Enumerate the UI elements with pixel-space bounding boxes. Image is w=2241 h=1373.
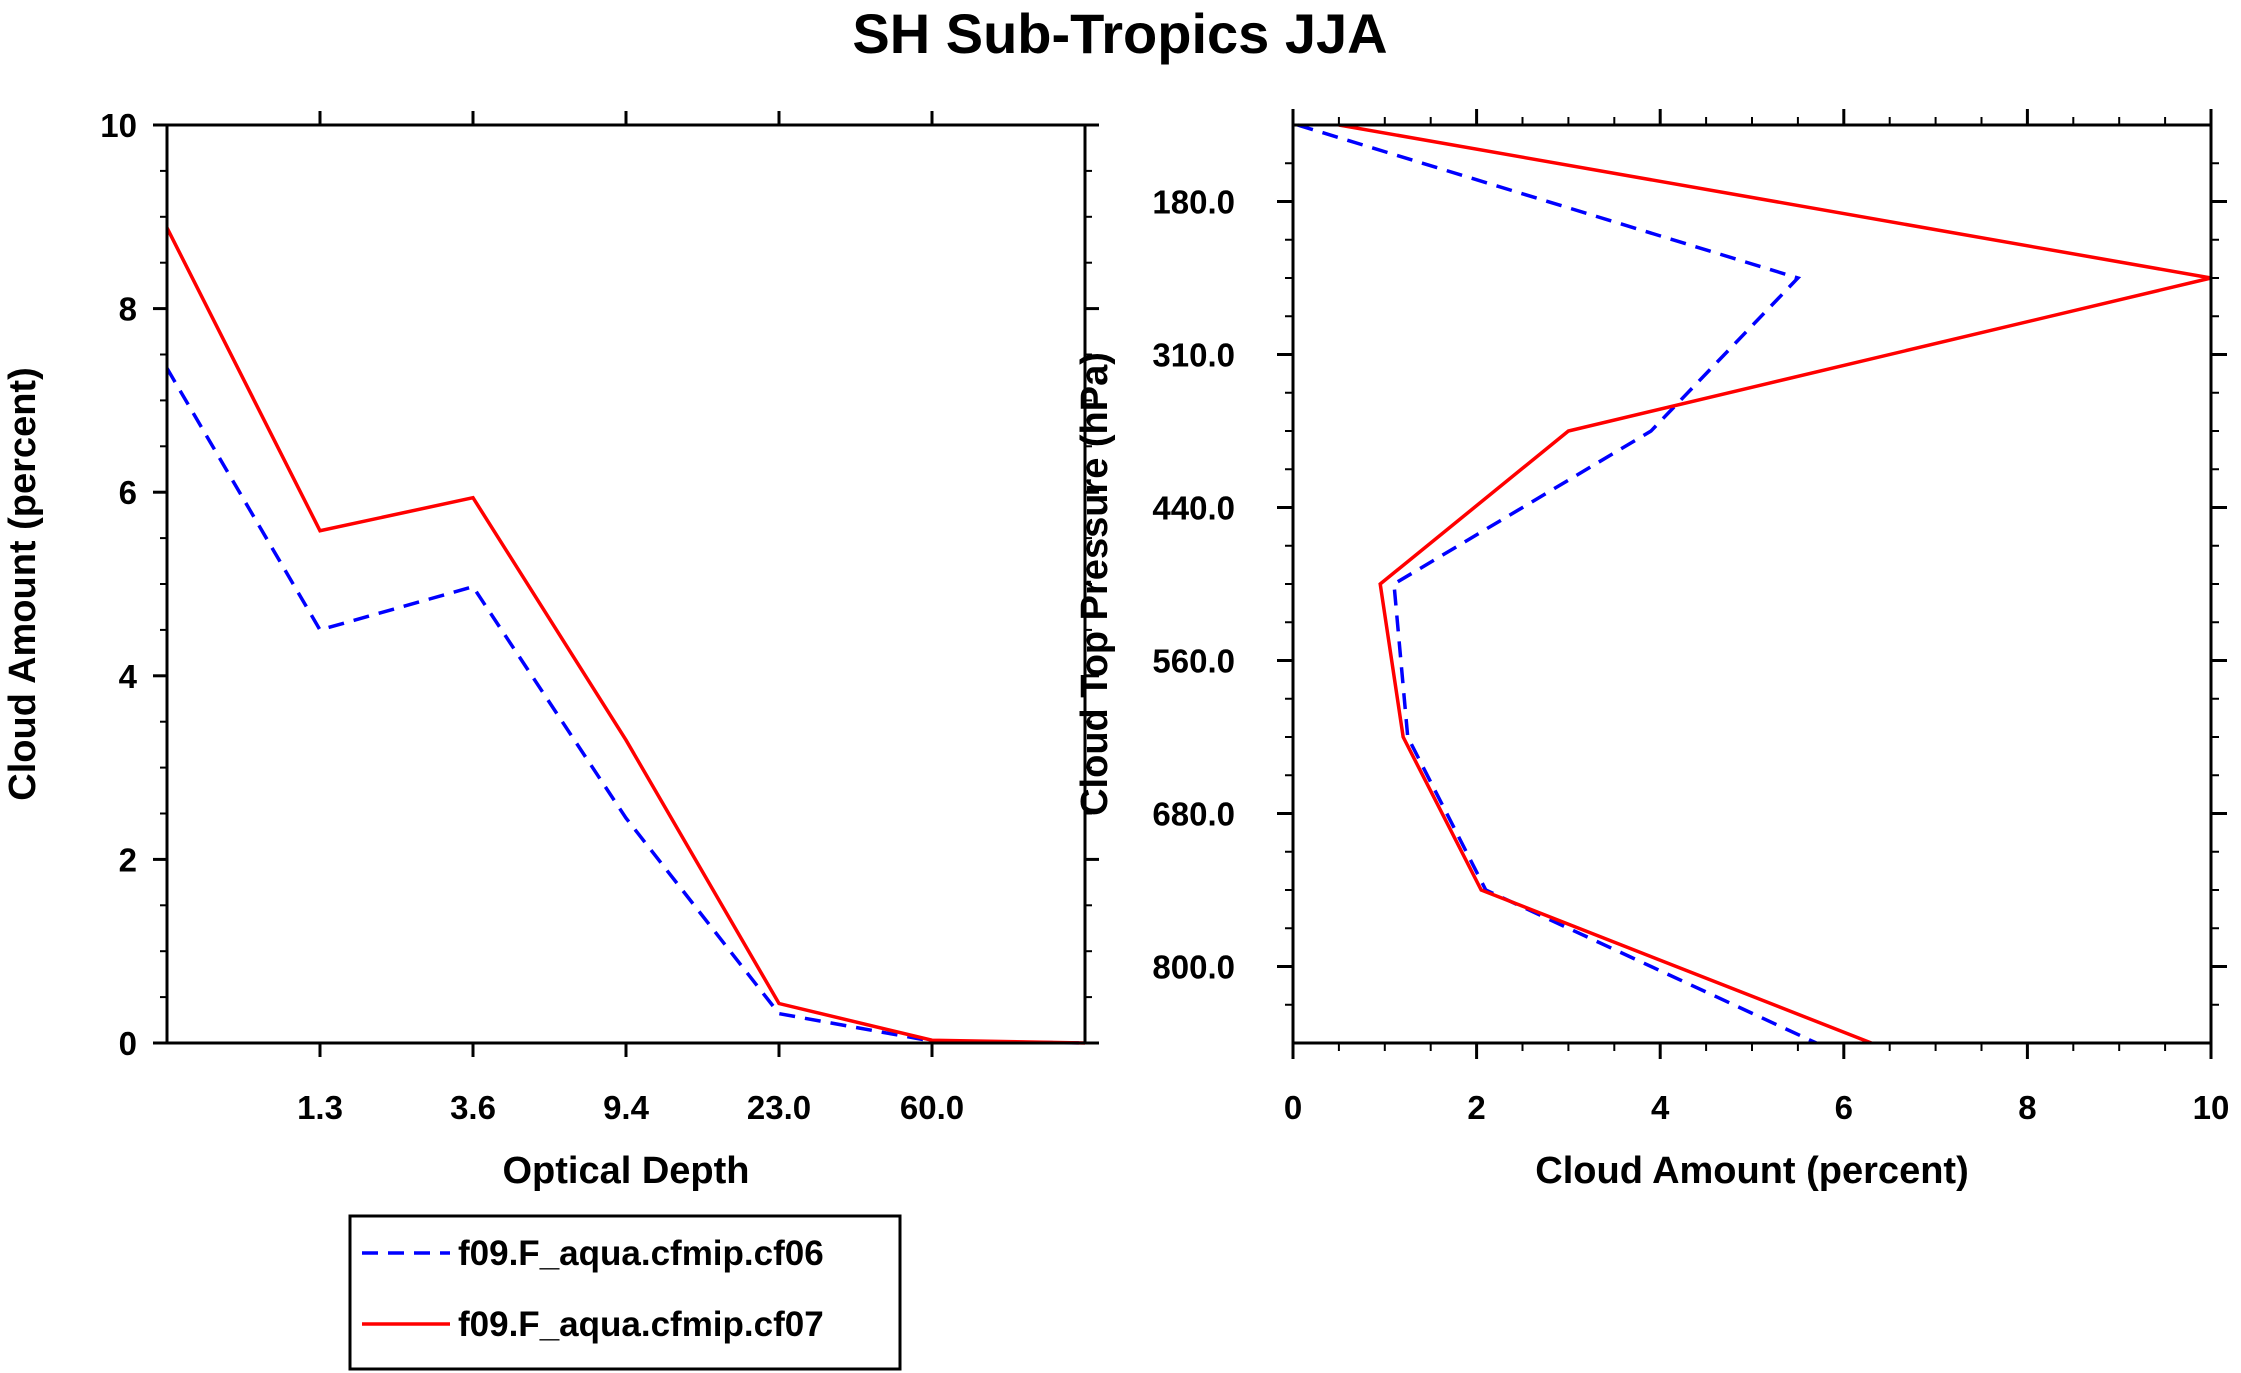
ctp-x-tick-label: 10 <box>2193 1089 2230 1126</box>
ctp-series-line-cf06 <box>1297 123 1817 1045</box>
od-y-tick-label: 8 <box>119 291 137 328</box>
ctp-y-axis-label: Cloud Top Pressure (hPa) <box>1074 352 1116 816</box>
ctp-x-tick-label: 8 <box>2018 1089 2036 1126</box>
ctp-series-line-cf07 <box>1338 123 2212 1045</box>
od-y-tick-label: 10 <box>100 107 137 144</box>
od-x-tick-label: 60.0 <box>900 1089 964 1126</box>
od-y-axis-label: Cloud Amount (percent) <box>2 367 44 800</box>
optical-depth-panel: 0 2 4 6 8 10 1.3 3.6 9.4 23.0 60.0 Optical Depth Clo… <box>2 107 1099 1192</box>
ctp-x-tick-label: 0 <box>1284 1089 1302 1126</box>
ctp-x-tick-label: 2 <box>1467 1089 1485 1126</box>
od-plot-frame <box>165 123 1087 1045</box>
ctp-x-tick-label: 6 <box>1835 1089 1853 1126</box>
od-x-tick-label: 9.4 <box>603 1089 650 1126</box>
od-series-line-cf07 <box>165 227 1086 1045</box>
od-series-line-cf06 <box>165 367 1086 1045</box>
legend-label-cf07: f09.F_aqua.cfmip.cf07 <box>458 1305 824 1344</box>
od-y-tick-label: 0 <box>119 1025 137 1062</box>
pressure-panel: 0 2 4 6 8 10 180.0 310.0 440.0 560.0 680.0 800.0 Clo… <box>1074 109 2229 1192</box>
ctp-y-tick-label: 310.0 <box>1152 337 1235 374</box>
legend: f09.F_aqua.cfmip.cf06 f09.F_aqua.cfmip.c… <box>348 1214 902 1371</box>
od-y-tick-label: 4 <box>119 658 138 695</box>
od-x-tick-label: 3.6 <box>450 1089 496 1126</box>
ctp-y-tick-label: 800.0 <box>1152 949 1235 986</box>
od-x-tick-label: 23.0 <box>747 1089 811 1126</box>
od-y-tick-label: 2 <box>119 841 137 878</box>
chart-title: SH Sub-Tropics JJA <box>852 2 1387 65</box>
ctp-y-tick-label: 440.0 <box>1152 490 1235 527</box>
ctp-y-tick-label: 680.0 <box>1152 796 1235 833</box>
od-y-tick-label: 6 <box>119 474 137 511</box>
od-x-tick-label: 1.3 <box>297 1089 343 1126</box>
ctp-y-tick-label: 560.0 <box>1152 643 1235 680</box>
legend-label-cf06: f09.F_aqua.cfmip.cf06 <box>458 1234 824 1273</box>
ctp-y-tick-label: 180.0 <box>1152 184 1235 221</box>
od-x-axis-label: Optical Depth <box>502 1150 749 1192</box>
ctp-x-tick-label: 4 <box>1651 1089 1670 1126</box>
legend-box <box>348 1214 902 1371</box>
ctp-x-axis-label: Cloud Amount (percent) <box>1535 1150 1968 1192</box>
